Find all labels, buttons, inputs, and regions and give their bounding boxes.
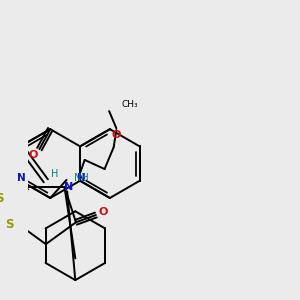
- Text: O: O: [28, 150, 38, 161]
- Text: O: O: [98, 207, 108, 217]
- Text: N: N: [64, 182, 74, 192]
- Text: CH₃: CH₃: [122, 100, 138, 109]
- Text: S: S: [5, 218, 14, 232]
- Text: S: S: [0, 192, 3, 205]
- Text: N: N: [77, 173, 86, 183]
- Text: H: H: [51, 169, 58, 178]
- Text: O: O: [112, 130, 121, 140]
- Text: NH: NH: [74, 173, 88, 183]
- Text: N: N: [17, 173, 26, 183]
